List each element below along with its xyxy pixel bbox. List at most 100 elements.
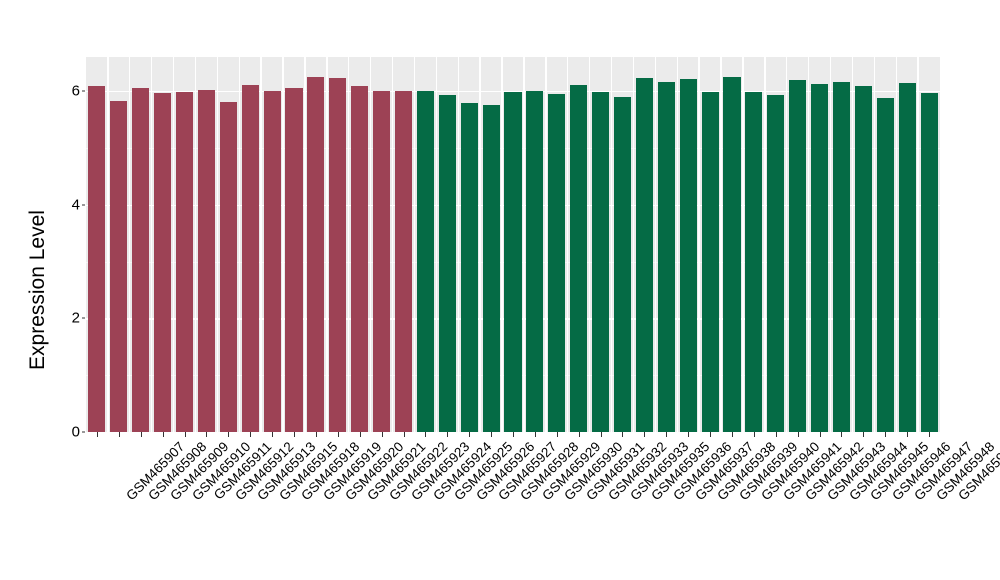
gridline-major-x: [282, 57, 284, 432]
bar: [570, 84, 588, 432]
bar: [745, 91, 763, 432]
bar: [613, 97, 632, 432]
x-axis-tick-mark: [819, 432, 821, 437]
x-axis-tick-mark: [907, 432, 909, 437]
x-axis-tick-mark: [118, 432, 120, 437]
y-axis-tick-label: 2: [71, 309, 80, 327]
bar: [832, 82, 850, 432]
gridline-major-x: [172, 57, 175, 432]
gridline-major-x: [479, 57, 481, 432]
bar: [438, 95, 456, 432]
x-axis-tick-mark: [578, 432, 580, 437]
bar: [241, 84, 259, 432]
bar: [263, 90, 281, 432]
bar: [175, 91, 194, 432]
gridline-major-x: [194, 57, 197, 432]
bar: [789, 79, 807, 432]
gridline-major-x: [304, 57, 306, 432]
bar: [373, 91, 391, 432]
x-axis-tick-mark: [250, 432, 252, 437]
gridline-major-x: [326, 57, 328, 432]
bar: [767, 95, 785, 432]
x-axis-tick-mark: [775, 432, 777, 437]
gridline-major-x: [698, 57, 700, 432]
x-axis-tick-mark: [513, 432, 514, 437]
bar: [219, 101, 237, 432]
x-axis-tick-mark: [272, 432, 274, 437]
x-axis-tick-mark: [184, 432, 186, 437]
x-axis-tick-mark: [162, 432, 164, 437]
bar: [394, 90, 413, 432]
bar: [920, 92, 938, 432]
y-axis-tick-label: 0: [71, 423, 80, 441]
gridline-major-x: [742, 57, 744, 432]
x-axis-tick-mark: [797, 432, 799, 437]
x-axis-tick-mark: [140, 432, 142, 437]
gridline-major-x: [807, 57, 810, 432]
y-axis-tick-labels: 0 2 4 6: [44, 0, 80, 580]
y-axis-tick-mark: [82, 204, 85, 206]
y-axis-tick-mark: [82, 431, 85, 433]
gridline-major-x: [676, 57, 678, 432]
gridline-major-x: [632, 57, 635, 432]
gridline-major-x: [348, 57, 350, 432]
bar: [811, 83, 829, 432]
bar: [854, 85, 872, 432]
gridline-major-y: [86, 91, 940, 93]
bar: [329, 78, 347, 432]
x-axis-tick-mark: [600, 432, 602, 437]
gridline-major-x: [391, 57, 394, 432]
gridline-major-x: [829, 57, 832, 432]
y-axis-tick-mark: [82, 90, 85, 92]
x-axis-tick-mark: [688, 432, 690, 437]
bar: [460, 103, 478, 432]
x-axis-tick-mark: [337, 432, 339, 437]
bar: [416, 91, 434, 432]
bar-series: [86, 57, 940, 432]
gridline-major-x: [260, 57, 262, 432]
bar: [701, 92, 719, 432]
gridline-major-x: [654, 57, 657, 432]
gridline-major-x: [545, 57, 547, 432]
gridline-major-x: [873, 57, 875, 432]
bar: [132, 87, 150, 432]
bar: [351, 85, 369, 432]
bar: [592, 92, 610, 432]
bar: [197, 89, 215, 432]
bar: [898, 82, 916, 432]
gridline-major-x: [610, 57, 613, 432]
gridline-major-x: [129, 57, 131, 432]
gridline-major-x: [720, 57, 722, 432]
gridline-major-x: [501, 57, 503, 432]
gridline-major-x: [435, 57, 438, 432]
y-axis-tick-mark: [82, 317, 85, 319]
x-axis-tick-mark: [447, 432, 449, 437]
bar: [876, 97, 894, 432]
gridline-major-x: [786, 57, 788, 432]
x-axis-tick-mark: [228, 432, 230, 437]
x-axis-tick-mark: [644, 432, 646, 437]
x-axis-tick-mark: [206, 432, 208, 437]
bar: [110, 100, 128, 432]
bar: [657, 82, 675, 432]
bar: [504, 92, 522, 432]
bar: [154, 93, 172, 432]
gridline-major-x: [216, 57, 219, 432]
x-axis-tick-mark: [425, 432, 427, 437]
x-axis-tick-mark: [731, 432, 733, 437]
y-axis-tick-label: 6: [71, 82, 80, 100]
gridline-major-x: [567, 57, 569, 432]
x-axis-tick-mark: [96, 432, 98, 437]
gridline-major-x: [369, 57, 372, 432]
x-axis-tick-mark: [666, 432, 668, 437]
gridline-major-x: [150, 57, 153, 432]
x-axis-tick-mark: [469, 432, 471, 437]
gridline-major-x: [917, 57, 919, 432]
y-axis-tick-label: 4: [71, 196, 80, 214]
gridline-major-x: [588, 57, 591, 432]
plot-panel: [86, 57, 940, 434]
bar: [679, 79, 697, 432]
x-axis: GSM465907 GSM465908 GSM465909 GSM465910 GSM4…: [86, 432, 1000, 580]
gridline-major-x: [523, 57, 525, 432]
